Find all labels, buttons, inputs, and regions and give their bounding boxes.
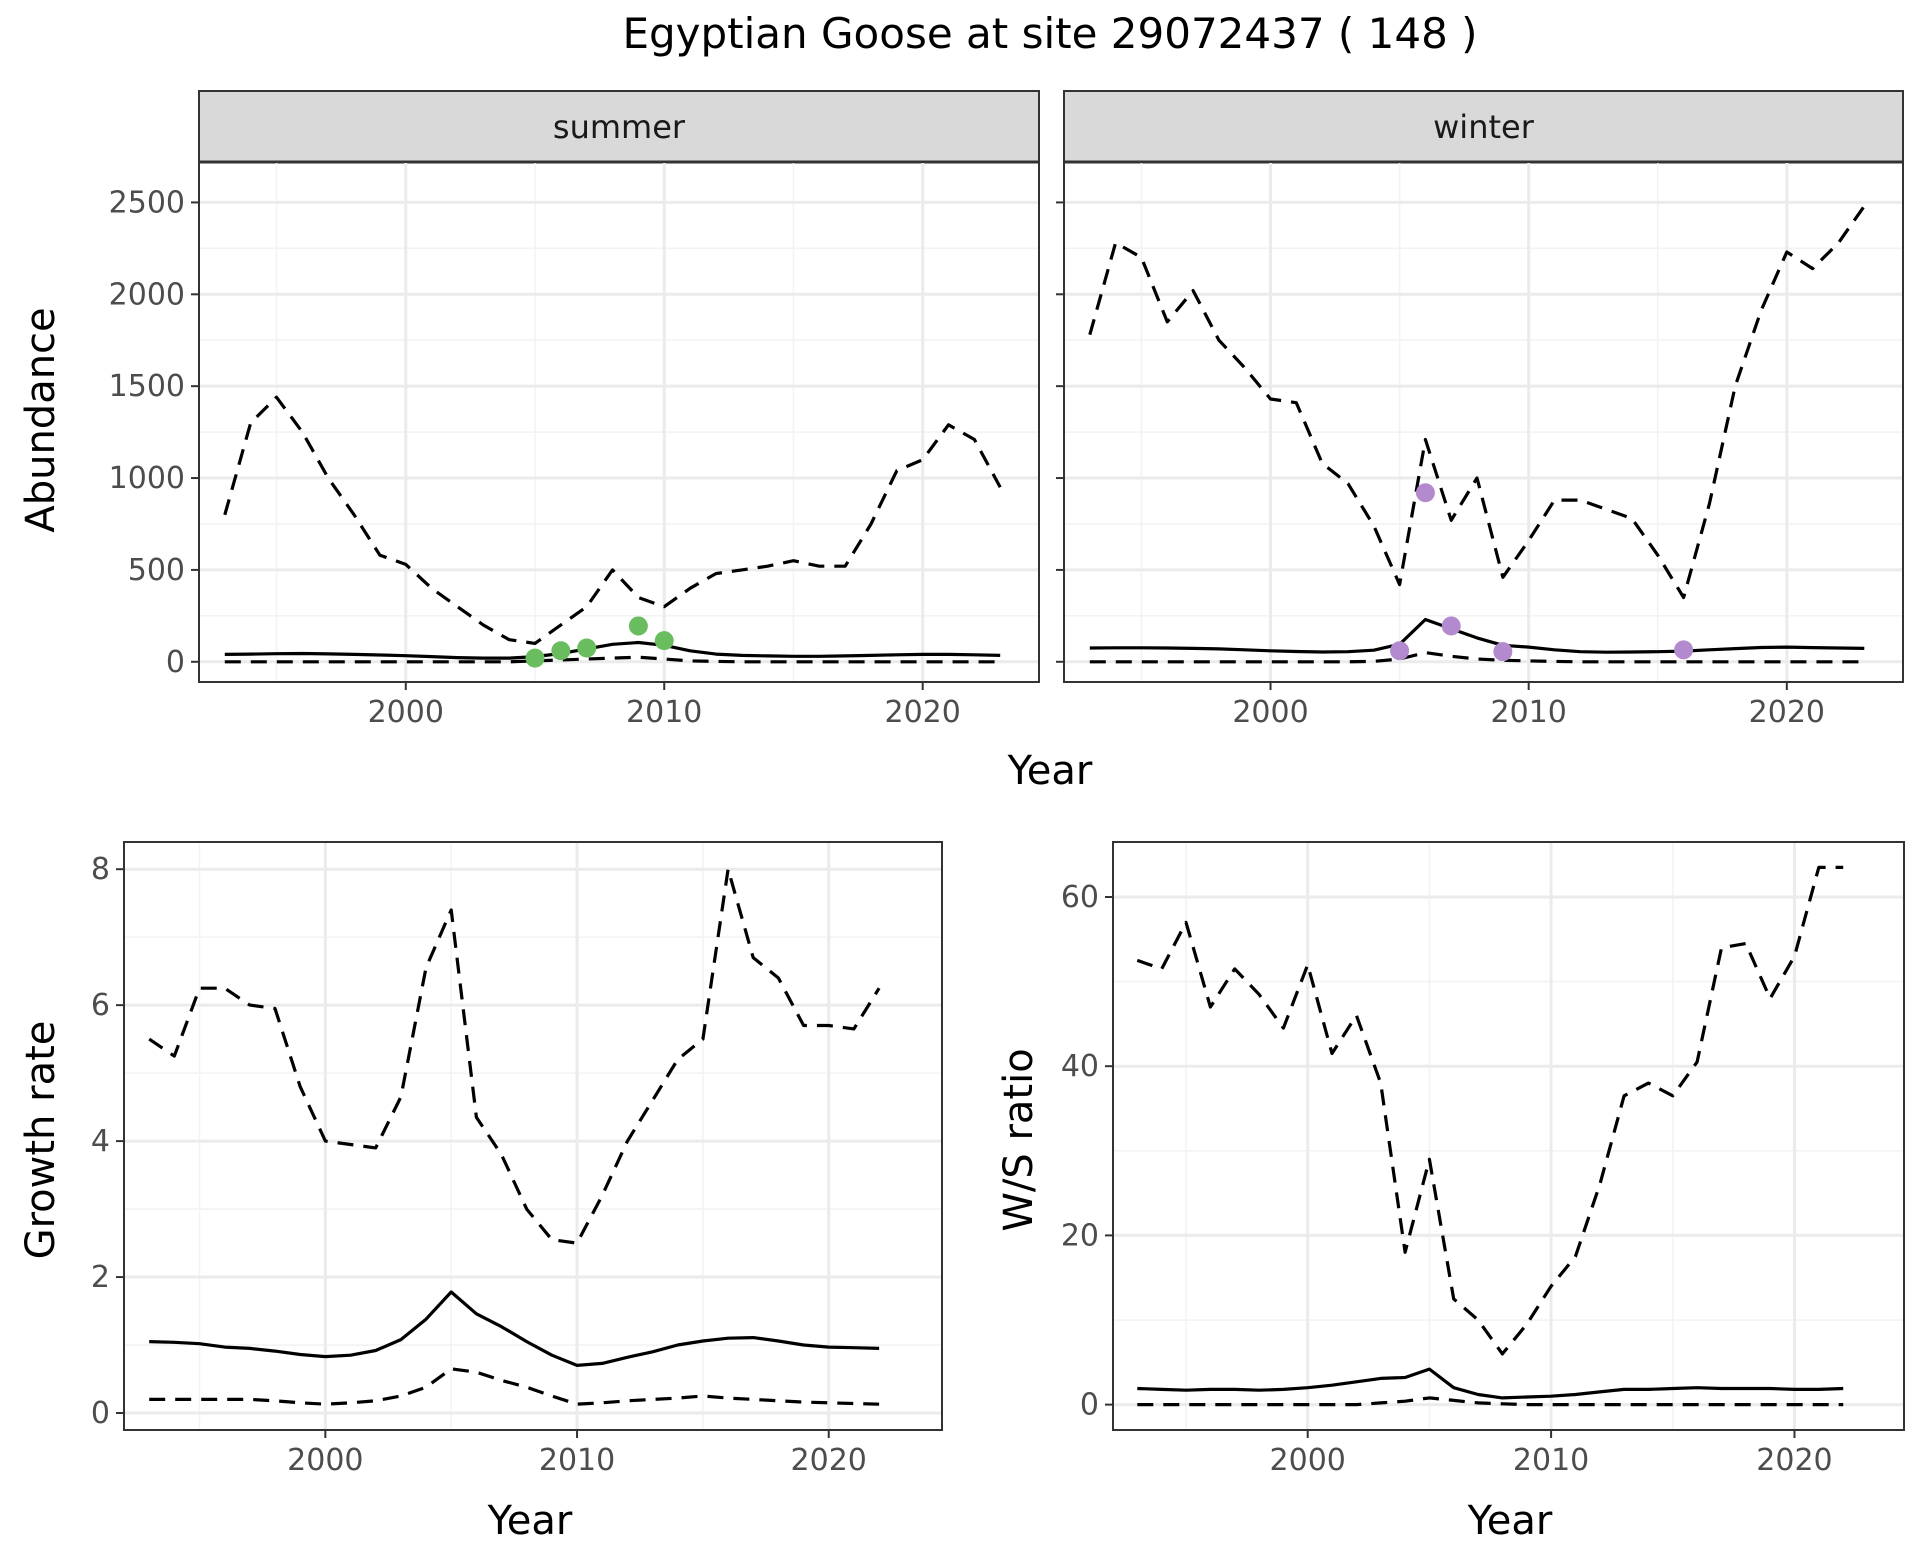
- winter-observations: [1390, 483, 1694, 662]
- growth-estimate-line: [149, 1290, 880, 1367]
- summer-series: [223, 395, 1002, 664]
- growth-x-tick-label: 2020: [791, 1443, 867, 1478]
- summer-observed-point: [551, 641, 571, 661]
- ws-x-tick-label: 2020: [1756, 1443, 1832, 1478]
- growth-y-tick-label: 0: [91, 1396, 110, 1431]
- winter-grid: [1064, 162, 1903, 682]
- summer-frame: [198, 161, 1040, 683]
- ws-series: [1136, 865, 1844, 1407]
- winter-estimate-line: [1089, 617, 1865, 654]
- ws-y-tick-label: 20: [1061, 1218, 1099, 1253]
- summer-observed-point: [654, 631, 674, 651]
- winter-x-tick-label: 2020: [1749, 695, 1825, 730]
- panel-summer: summer 2000 2010 2020 0 500 1000 1500 2000 2500: [109, 90, 1040, 730]
- summer-observed-point: [628, 616, 648, 636]
- ws-upper-bound-line: [1136, 865, 1844, 1356]
- summer-observed-point: [525, 648, 545, 668]
- winter-observed-point: [1674, 640, 1694, 660]
- summer-strip: [198, 90, 1040, 163]
- figure-title: Egyptian Goose at site 29072437 ( 148 ): [622, 9, 1477, 58]
- panel-winter: winter 2000 2010 2020: [1056, 90, 1904, 730]
- winter-x-tick-label: 2010: [1490, 695, 1566, 730]
- growth-frame: [123, 841, 943, 1431]
- ws-estimate-line: [1137, 1367, 1844, 1400]
- growth-grid: [124, 842, 942, 1430]
- summer-y-tick-label: 0: [166, 645, 185, 680]
- summer-x-tick-label: 2020: [885, 695, 961, 730]
- ws-grid: [1113, 842, 1904, 1430]
- winter-series: [1088, 205, 1866, 664]
- growth-y-tick-label: 4: [91, 1124, 110, 1159]
- growth-upper-bound-line: [148, 867, 881, 1245]
- summer-x-tick-label: 2000: [368, 695, 444, 730]
- ws-x-axis-label: Year: [1467, 1498, 1553, 1544]
- summer-y-tick-label: 1000: [109, 461, 185, 496]
- summer-observations: [525, 616, 674, 668]
- winter-x-tick-label: 2000: [1232, 695, 1308, 730]
- winter-strip-label: winter: [1433, 108, 1535, 146]
- growth-y-tick-label: 6: [91, 988, 110, 1023]
- summer-y-tick-label: 2500: [109, 185, 185, 220]
- winter-upper-bound-line: [1088, 205, 1866, 600]
- growth-x-tick-label: 2010: [539, 1443, 615, 1478]
- summer-y-tick-label: 500: [128, 553, 185, 588]
- winter-observed-point: [1493, 642, 1513, 662]
- summer-grid: [199, 162, 1039, 682]
- ws-lower-bound-line: [1137, 1396, 1844, 1407]
- summer-observed-point: [577, 638, 597, 658]
- ws-frame: [1112, 841, 1905, 1431]
- ws-x-tick-label: 2000: [1270, 1443, 1346, 1478]
- winter-observed-point: [1390, 641, 1410, 661]
- summer-y-tick-label: 2000: [109, 277, 185, 312]
- panel-ws-ratio: 2000 2010 2020 0 20 40 60: [1061, 841, 1905, 1478]
- summer-x-tick-label: 2010: [626, 695, 702, 730]
- summer-estimate-line: [224, 640, 1001, 660]
- ws-y-tick-label: 60: [1061, 880, 1099, 915]
- growth-series: [148, 867, 881, 1406]
- growth-y-tick-label: 8: [91, 852, 110, 887]
- ws-y-tick-label: 0: [1080, 1388, 1099, 1423]
- ws-y-tick-label: 40: [1061, 1049, 1099, 1084]
- growth-y-tick-label: 2: [91, 1260, 110, 1295]
- summer-y-tick-label: 1500: [109, 369, 185, 404]
- growth-x-tick-label: 2000: [287, 1443, 363, 1478]
- winter-observed-point: [1415, 483, 1435, 503]
- abundance-x-axis-label: Year: [1007, 748, 1093, 794]
- growth-y-axis-label: Growth rate: [18, 1021, 64, 1260]
- abundance-y-axis-label: Abundance: [18, 307, 64, 532]
- ws-x-tick-label: 2010: [1513, 1443, 1589, 1478]
- summer-strip-label: summer: [553, 108, 686, 146]
- winter-observed-point: [1441, 616, 1461, 636]
- winter-frame: [1063, 161, 1904, 683]
- growth-lower-bound-line: [149, 1367, 880, 1406]
- winter-strip: [1063, 90, 1904, 163]
- ws-y-axis-label: W/S ratio: [996, 1048, 1042, 1231]
- panel-growth-rate: 2000 2010 2020 0 2 4 6 8: [91, 841, 943, 1478]
- summer-upper-bound-line: [223, 395, 1002, 645]
- growth-x-axis-label: Year: [487, 1498, 573, 1544]
